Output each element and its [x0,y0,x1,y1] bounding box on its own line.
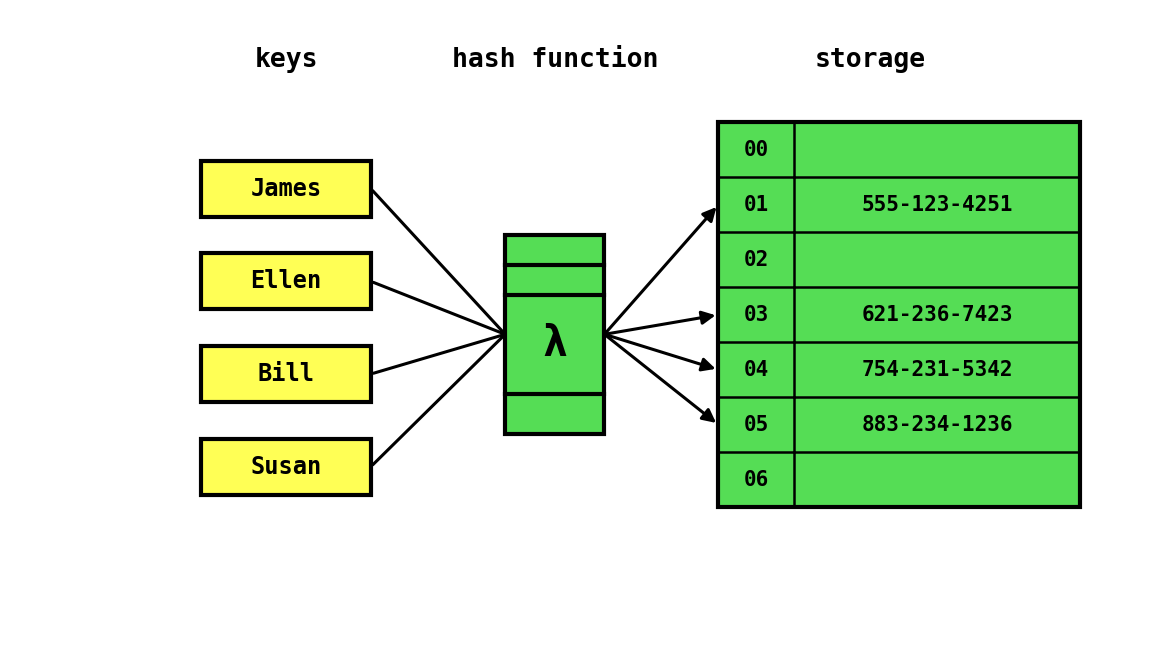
Text: 00: 00 [744,140,769,160]
FancyBboxPatch shape [201,254,371,310]
Text: Susan: Susan [250,455,322,479]
Text: James: James [250,177,322,201]
Text: 555-123-4251: 555-123-4251 [862,195,1013,215]
Text: 01: 01 [744,195,769,215]
Text: hash function: hash function [452,46,658,73]
Text: 06: 06 [744,469,769,490]
Text: Bill: Bill [258,362,314,386]
Text: Ellen: Ellen [250,269,322,293]
Text: 621-236-7423: 621-236-7423 [862,305,1013,325]
Text: 05: 05 [744,414,769,435]
Text: 04: 04 [744,359,769,380]
FancyBboxPatch shape [505,235,605,434]
FancyBboxPatch shape [201,161,371,217]
Text: keys: keys [255,46,318,73]
FancyBboxPatch shape [201,346,371,402]
Text: λ: λ [542,323,568,365]
Text: storage: storage [814,46,926,73]
Text: 754-231-5342: 754-231-5342 [862,359,1013,380]
Text: 03: 03 [744,305,769,325]
Text: 02: 02 [744,250,769,270]
FancyBboxPatch shape [201,439,371,495]
FancyBboxPatch shape [718,122,1080,507]
Text: 883-234-1236: 883-234-1236 [862,414,1013,435]
